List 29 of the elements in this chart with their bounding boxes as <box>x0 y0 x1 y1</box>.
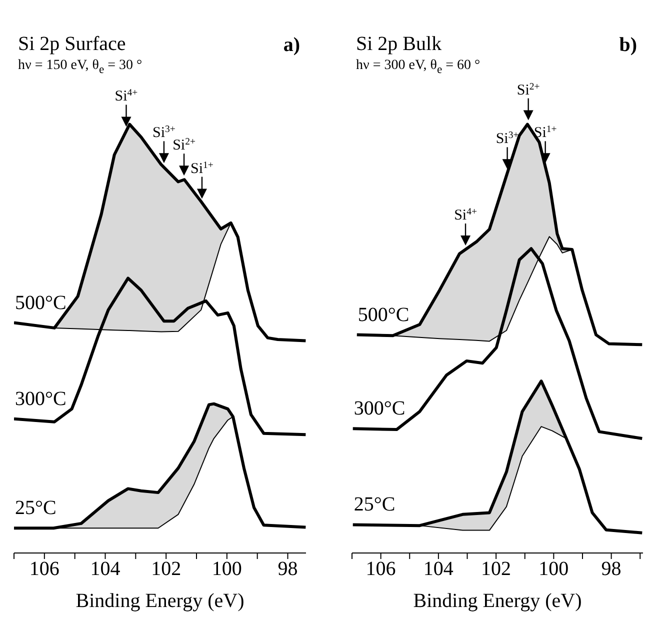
chart-subtitle: hν = 300 eV, θ$_{e}$ = 60 ° <box>356 58 480 76</box>
chart-subtitle: hν = 150 eV, θ$_{e}$ = 30 ° <box>18 58 142 76</box>
x-tick-label: 98 <box>278 558 298 580</box>
text: b) <box>619 34 637 57</box>
annotation: Si$^{4+}$ <box>114 87 138 105</box>
series-label: 300°C <box>15 388 66 410</box>
x-tick-label: 106 <box>366 558 396 580</box>
series-label: 25°C <box>354 494 396 516</box>
x-tick-label: 100 <box>538 558 569 580</box>
annotation: Si$^{4+}$ <box>454 206 478 224</box>
series-label: 300°C <box>354 398 406 420</box>
x-axis-title: Binding Energy (eV) <box>76 590 244 612</box>
x-tick-label: 106 <box>29 558 60 580</box>
x-tick-label: 104 <box>423 558 454 580</box>
x-tick-label: 102 <box>151 558 182 580</box>
text: a) <box>283 34 300 57</box>
annotation: Si$^{3+}$ <box>496 130 520 148</box>
series-label: 25°C <box>15 497 56 520</box>
annotation: Si$^{1+}$ <box>190 159 214 177</box>
x-tick-label: 98 <box>601 558 622 580</box>
chart-title: Si 2p Bulk <box>356 33 443 56</box>
chart-title: Si 2p Surface <box>18 33 127 56</box>
x-tick-label: 104 <box>90 558 120 580</box>
series-label: 500°C <box>15 292 66 314</box>
x-tick-label: 102 <box>481 558 512 580</box>
x-axis-title: Binding Energy (eV) <box>413 590 582 612</box>
annotation: Si$^{2+}$ <box>516 80 540 98</box>
x-tick-label: 100 <box>212 558 242 580</box>
series-label: 500°C <box>358 304 410 326</box>
